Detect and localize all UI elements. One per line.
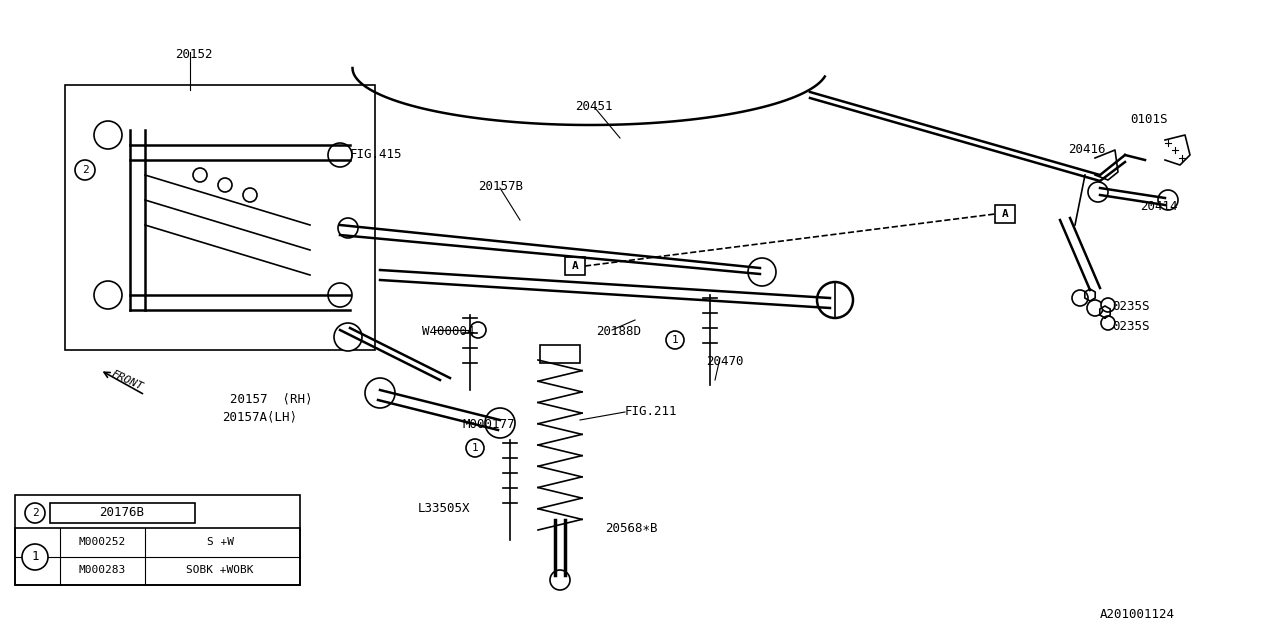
Text: 20157A⟨LH⟩: 20157A⟨LH⟩	[221, 410, 297, 423]
Circle shape	[550, 570, 570, 590]
Text: 1: 1	[31, 550, 38, 563]
Text: W400004: W400004	[422, 325, 475, 338]
Text: 20470: 20470	[707, 355, 744, 368]
Circle shape	[485, 408, 515, 438]
Text: 20416: 20416	[1068, 143, 1106, 156]
Bar	[65, 85, 375, 350]
Text: S +W: S +W	[206, 537, 233, 547]
Circle shape	[470, 322, 486, 338]
Circle shape	[338, 218, 358, 238]
Circle shape	[748, 258, 776, 286]
Circle shape	[1101, 298, 1115, 312]
Text: 20568∗B: 20568∗B	[605, 522, 658, 535]
Circle shape	[218, 178, 232, 192]
Text: FIG.415: FIG.415	[349, 148, 402, 161]
Circle shape	[1088, 182, 1108, 202]
Circle shape	[193, 168, 207, 182]
Circle shape	[1101, 316, 1115, 330]
Text: 1: 1	[672, 335, 678, 345]
Circle shape	[817, 282, 852, 318]
Text: SOBK +WOBK: SOBK +WOBK	[187, 565, 253, 575]
Text: 20152: 20152	[175, 48, 212, 61]
Text: 20451: 20451	[575, 100, 613, 113]
Bar	[564, 257, 585, 275]
Bar	[15, 495, 300, 585]
Text: 20414: 20414	[1140, 200, 1178, 213]
Circle shape	[328, 143, 352, 167]
Text: 2: 2	[32, 508, 38, 518]
Text: 20188D: 20188D	[596, 325, 641, 338]
Bar	[540, 345, 580, 363]
Bar	[15, 528, 300, 585]
Text: M000252: M000252	[78, 537, 125, 547]
Circle shape	[22, 544, 49, 570]
Bar	[995, 205, 1015, 223]
Circle shape	[26, 503, 45, 523]
Text: FRONT: FRONT	[110, 369, 145, 392]
Circle shape	[365, 378, 396, 408]
Text: 0101S: 0101S	[1130, 113, 1167, 126]
Text: A201001124: A201001124	[1100, 608, 1175, 621]
Text: A: A	[1002, 209, 1009, 219]
Circle shape	[1158, 190, 1178, 210]
Text: A: A	[572, 261, 579, 271]
Circle shape	[76, 160, 95, 180]
Circle shape	[1073, 290, 1088, 306]
Text: FIG.211: FIG.211	[625, 405, 677, 418]
Circle shape	[93, 121, 122, 149]
Circle shape	[334, 323, 362, 351]
Text: 1: 1	[471, 443, 479, 453]
Circle shape	[93, 281, 122, 309]
Circle shape	[243, 188, 257, 202]
Text: 0235S: 0235S	[1112, 320, 1149, 333]
Circle shape	[466, 439, 484, 457]
Text: M000177: M000177	[462, 418, 515, 431]
Text: 20176B: 20176B	[100, 506, 145, 520]
Text: M000283: M000283	[78, 565, 125, 575]
Text: 20157B: 20157B	[477, 180, 524, 193]
Text: 2: 2	[82, 165, 88, 175]
Circle shape	[328, 283, 352, 307]
Circle shape	[666, 331, 684, 349]
Circle shape	[1087, 300, 1103, 316]
Text: 0235S: 0235S	[1112, 300, 1149, 313]
Text: 20157  ⟨RH⟩: 20157 ⟨RH⟩	[230, 392, 312, 405]
Bar	[50, 503, 195, 523]
Text: L33505X: L33505X	[419, 502, 471, 515]
